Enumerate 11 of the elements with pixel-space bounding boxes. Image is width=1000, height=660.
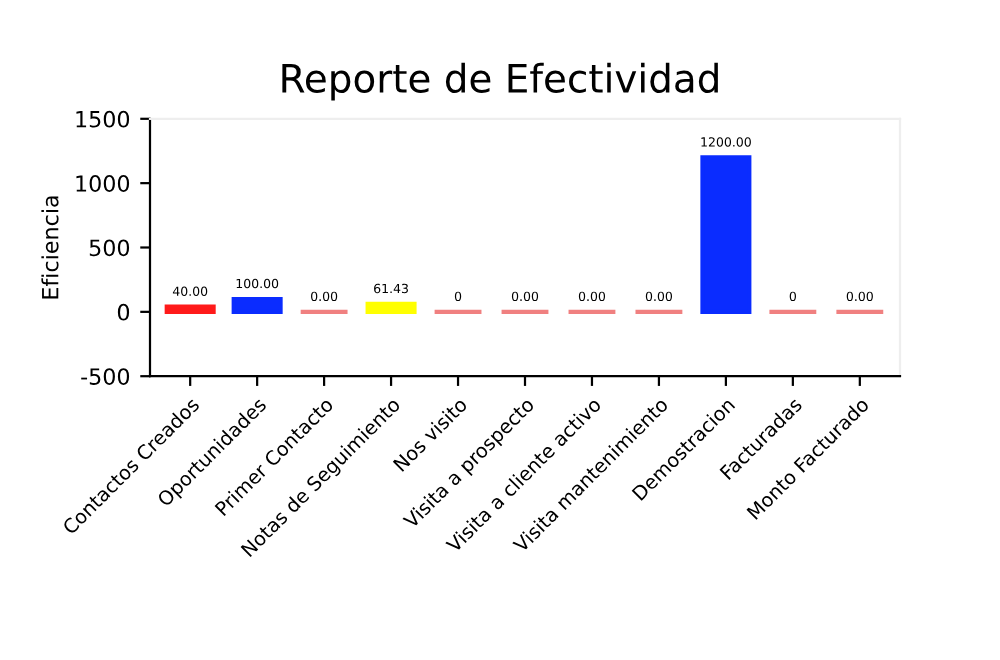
y-axis-title: Eficiencia xyxy=(41,196,59,299)
bar xyxy=(231,296,283,314)
chart-title: Reporte de Efectividad xyxy=(282,62,718,101)
y-tick-label: -500 xyxy=(81,368,130,385)
bar xyxy=(365,301,417,314)
y-tick-label: 1500 xyxy=(76,110,130,128)
bar xyxy=(700,155,752,314)
y-tick-label: 1000 xyxy=(76,175,130,192)
y-tick-label: 0 xyxy=(117,303,130,321)
bar xyxy=(164,304,216,314)
y-tick-label: 500 xyxy=(89,239,130,257)
